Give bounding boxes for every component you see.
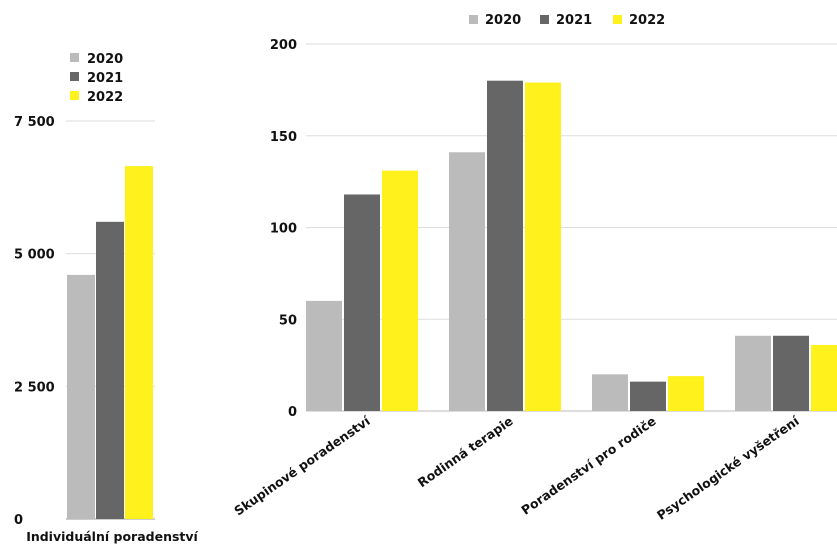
left-y-tick-label-3: 7 500 (14, 115, 55, 130)
right-category-label-2: Poradenství pro rodiče (518, 413, 658, 518)
left-category-label: Individuální poradenství (26, 529, 198, 544)
right-legend-label-2021: 2021 (556, 13, 592, 28)
left-bar-2022 (125, 166, 153, 519)
right-bar-2022-2 (668, 376, 704, 411)
right-y-tick-label-3: 150 (270, 130, 297, 145)
right-legend-label-2020: 2020 (485, 13, 521, 28)
right-legend-label-2022: 2022 (629, 13, 665, 28)
left-y-tick-label-0: 0 (14, 513, 23, 528)
right-legend-swatch-2020 (469, 15, 478, 24)
right-bar-2020-2 (592, 374, 628, 411)
left-legend-swatch-2022 (70, 91, 79, 100)
left-legend-label-2020: 2020 (87, 52, 123, 67)
left-legend-swatch-2021 (70, 72, 79, 81)
right-bar-2022-3 (811, 344, 837, 411)
left-bar-2021 (96, 221, 124, 519)
right-bar-2020-1 (449, 152, 485, 411)
right-category-label-1: Rodinná terapie (415, 413, 516, 490)
right-category-label-3: Psychologické vyšetření (654, 413, 802, 523)
right-y-tick-label-4: 200 (270, 38, 297, 53)
left-y-tick-label-1: 2 500 (14, 380, 55, 395)
right-bar-2022-0 (382, 170, 418, 411)
right-legend-swatch-2021 (540, 15, 549, 24)
right-bar-2020-3 (735, 335, 771, 411)
left-legend-label-2022: 2022 (87, 90, 123, 105)
right-bar-2021-0 (344, 194, 380, 411)
right-y-tick-label-2: 100 (270, 222, 297, 237)
right-legend-swatch-2022 (613, 15, 622, 24)
right-bar-2020-0 (306, 300, 342, 411)
right-category-label-0: Skupinové poradenství (231, 413, 373, 519)
right-y-tick-label-0: 0 (288, 405, 297, 420)
right-bar-2021-2 (630, 381, 666, 411)
right-bar-2022-1 (525, 82, 561, 411)
right-y-tick-label-1: 50 (279, 313, 297, 328)
left-y-tick-label-2: 5 000 (14, 248, 55, 263)
right-bar-2021-3 (773, 335, 809, 411)
right-bar-2021-1 (487, 80, 523, 411)
left-legend-swatch-2020 (70, 53, 79, 62)
left-legend-label-2021: 2021 (87, 71, 123, 86)
left-bar-2020 (67, 274, 95, 519)
